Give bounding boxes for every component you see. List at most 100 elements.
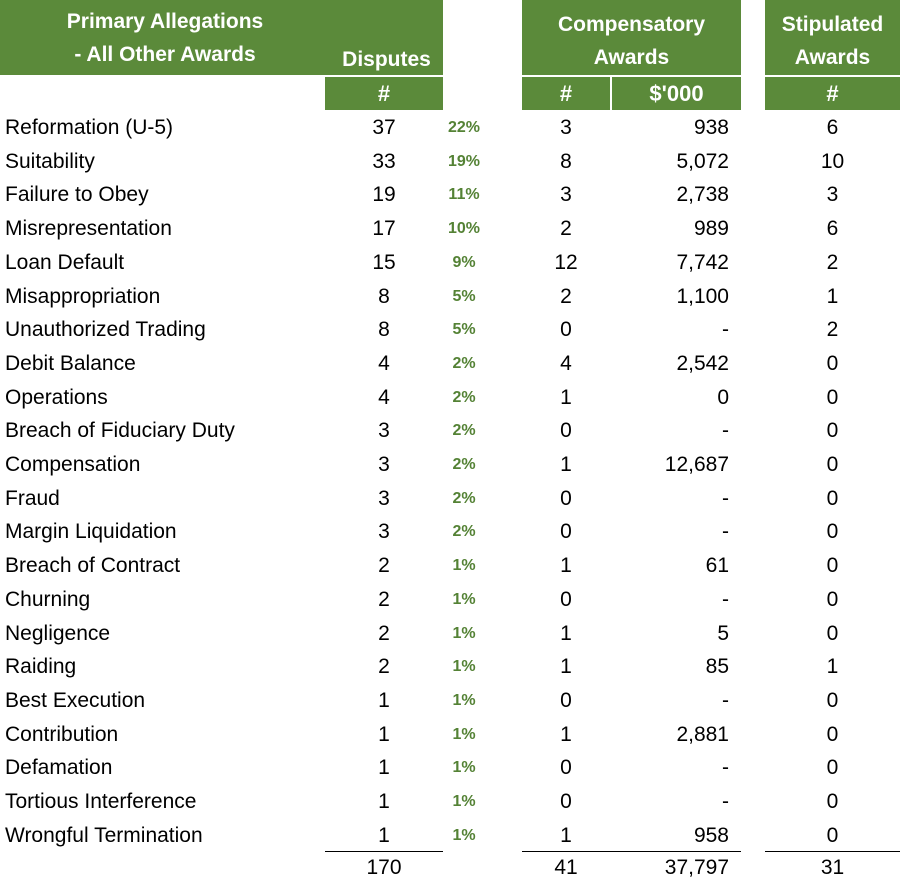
row-stip: 3 (826, 183, 839, 207)
header-disputes-sub: # (325, 77, 443, 110)
table-row: Wrongful Termination 1 1% 1 958 0 (0, 819, 900, 853)
row-comp-count: 0 (560, 318, 572, 342)
total-separator-stipulated (765, 851, 900, 852)
row-stip: 0 (826, 790, 839, 813)
row-comp-count: 1 (560, 621, 572, 645)
row-stip: 6 (826, 217, 839, 241)
row-comp-count: 0 (560, 587, 572, 611)
total-disputes: 170 (366, 856, 402, 879)
row-stip: 0 (826, 722, 839, 746)
header-stip-line2: Awards (794, 46, 871, 69)
row-disputes: 19 (372, 183, 396, 207)
row-name: Debit Balance (5, 351, 136, 375)
row-name: Misappropriation (5, 284, 161, 308)
table-row: Unauthorized Trading 8 5% 0 - 2 (0, 313, 900, 347)
table-row: Operations 4 2% 1 0 0 (0, 381, 900, 415)
table-row: Margin Liquidation 3 2% 0 - 0 (0, 515, 900, 549)
total-stip: 31 (820, 856, 845, 879)
row-name: Reformation (U-5) (5, 116, 174, 139)
row-name: Defamation (5, 756, 113, 780)
row-name: Operations (5, 385, 108, 409)
row-pct: 5% (452, 321, 476, 339)
row-comp-amount: 1,100 (676, 284, 729, 308)
header-stipulated-awards: Stipulated Awards (765, 0, 900, 75)
row-stip: 10 (820, 149, 845, 173)
row-stip: 0 (826, 419, 839, 443)
row-comp-amount: 7,742 (676, 250, 729, 274)
header-comp-amount-sub: $'000 (612, 77, 741, 110)
table-row: Suitability 33 19% 8 5,072 10 (0, 145, 900, 179)
row-disputes: 2 (378, 587, 390, 611)
table-row: Misrepresentation 17 10% 2 989 6 (0, 212, 900, 246)
row-comp-amount: 2,881 (676, 722, 729, 746)
row-disputes: 33 (372, 149, 396, 173)
row-name: Breach of Contract (5, 554, 181, 578)
row-disputes: 2 (378, 655, 390, 679)
row-comp-count: 1 (560, 655, 572, 679)
row-stip: 0 (826, 520, 839, 544)
row-pct: 2% (452, 456, 476, 473)
row-disputes: 3 (378, 419, 390, 443)
row-disputes: 2 (378, 621, 390, 645)
row-pct: 1% (452, 826, 476, 844)
row-pct: 2% (452, 523, 476, 541)
row-comp-count: 3 (560, 183, 572, 207)
header-primary-allegations: Primary Allegations - All Other Awards (0, 0, 330, 75)
table-row: Loan Default 15 9% 12 7,742 2 (0, 246, 900, 280)
row-comp-count: 1 (560, 554, 572, 578)
header-disputes-label: Disputes (342, 48, 431, 71)
header-primary-line2: - All Other Awards (74, 43, 256, 66)
row-pct: 2% (452, 354, 476, 372)
row-disputes: 1 (378, 722, 390, 746)
header-disputes: Disputes (330, 0, 443, 75)
row-comp-amount: 85 (705, 655, 729, 679)
row-disputes: 2 (378, 554, 390, 578)
row-comp-amount: 958 (693, 823, 729, 847)
table-row: Contribution 1 1% 1 2,881 0 (0, 718, 900, 752)
row-comp-amount: 5,072 (676, 149, 729, 173)
row-comp-amount: - (722, 688, 729, 712)
row-pct: 2% (452, 489, 476, 507)
row-pct: 10% (447, 220, 481, 238)
row-pct: 1% (452, 691, 476, 709)
row-pct: 1% (452, 590, 476, 608)
row-comp-amount: 61 (705, 554, 729, 578)
row-disputes: 1 (378, 823, 390, 847)
table-row: Churning 2 1% 0 - 0 (0, 583, 900, 617)
row-comp-count: 0 (560, 756, 572, 780)
row-disputes: 37 (372, 116, 396, 139)
row-comp-count: 0 (560, 688, 572, 712)
row-name: Suitability (5, 149, 95, 173)
row-comp-count: 0 (560, 520, 572, 544)
row-comp-count: 1 (560, 722, 572, 746)
row-disputes: 15 (372, 250, 396, 274)
row-pct: 1% (452, 658, 476, 676)
row-name: Breach of Fiduciary Duty (5, 419, 235, 443)
row-stip: 0 (826, 486, 839, 510)
row-comp-amount: - (722, 419, 729, 443)
row-pct: 1% (452, 557, 476, 575)
row-disputes: 3 (378, 486, 390, 510)
row-stip: 0 (826, 823, 839, 847)
table-row: Breach of Contract 2 1% 1 61 0 (0, 549, 900, 583)
row-stip: 2 (826, 250, 839, 274)
row-stip: 2 (826, 318, 839, 342)
header-primary-line1: Primary Allegations (66, 10, 264, 33)
row-name: Best Execution (5, 688, 146, 712)
row-stip: 6 (826, 116, 839, 139)
table-row: Compensation 3 2% 1 12,687 0 (0, 448, 900, 482)
table-row: Tortious Interference 1 1% 0 - 0 (0, 785, 900, 819)
row-comp-count: 8 (560, 149, 572, 173)
row-pct: 1% (452, 624, 476, 642)
row-comp-count: 2 (560, 217, 572, 241)
table-row: Raiding 2 1% 1 85 1 (0, 650, 900, 684)
row-comp-amount: 2,542 (676, 351, 729, 375)
row-comp-count: 1 (560, 385, 572, 409)
header-compensatory-awards: Compensatory Awards (522, 0, 741, 75)
row-name: Unauthorized Trading (5, 318, 206, 342)
header-comp-line2: Awards (593, 46, 670, 69)
row-stip: 0 (826, 621, 839, 645)
row-name: Compensation (5, 453, 141, 476)
row-pct: 1% (452, 759, 476, 777)
row-disputes: 3 (378, 520, 390, 544)
